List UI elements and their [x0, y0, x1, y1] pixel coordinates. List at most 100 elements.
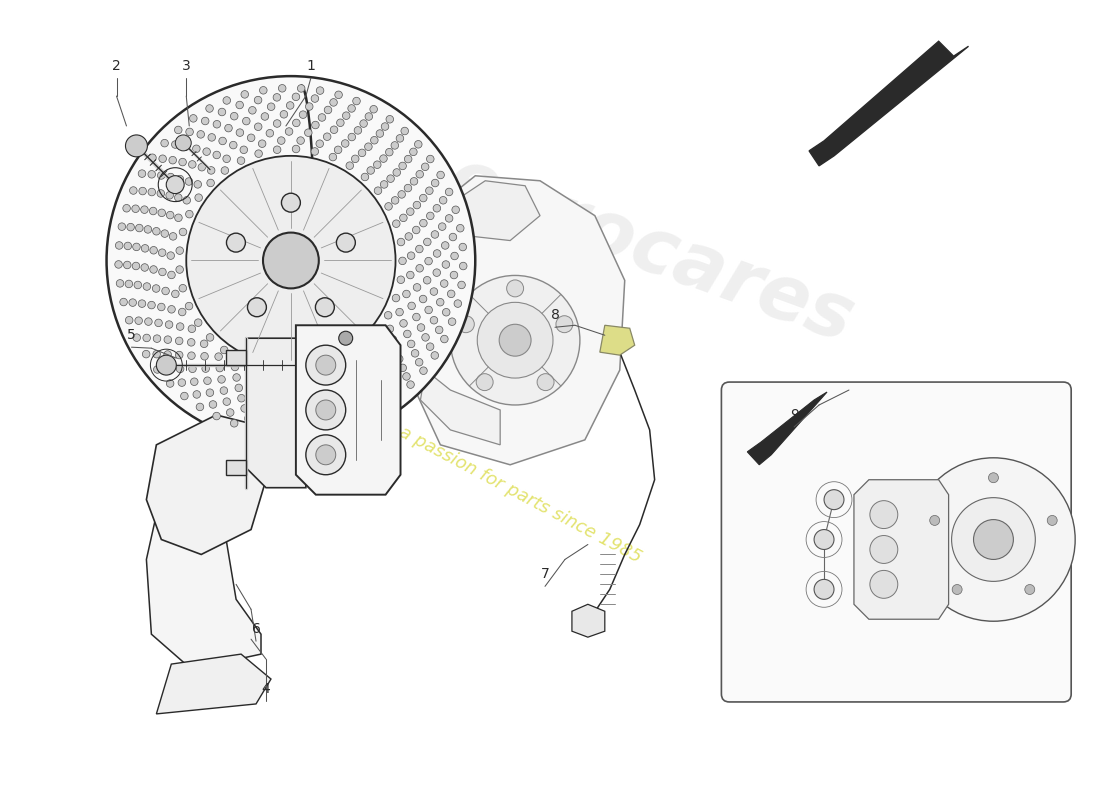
Circle shape [386, 115, 394, 123]
Circle shape [263, 233, 319, 288]
Circle shape [251, 381, 258, 388]
Circle shape [223, 155, 230, 162]
Circle shape [399, 162, 406, 170]
Circle shape [161, 139, 168, 147]
Circle shape [216, 364, 223, 372]
Circle shape [574, 607, 602, 635]
Circle shape [158, 155, 166, 162]
Circle shape [297, 85, 305, 92]
Circle shape [286, 429, 294, 437]
Circle shape [241, 90, 249, 98]
Circle shape [114, 261, 122, 268]
Circle shape [230, 113, 238, 120]
Circle shape [306, 435, 345, 474]
Circle shape [124, 242, 132, 250]
Circle shape [208, 166, 214, 174]
Text: 8: 8 [550, 308, 560, 322]
Text: 2: 2 [112, 59, 121, 73]
Circle shape [374, 161, 381, 169]
Circle shape [397, 238, 405, 246]
Circle shape [437, 171, 444, 178]
Circle shape [164, 350, 172, 358]
Text: a passion for parts since 1985: a passion for parts since 1985 [396, 423, 645, 566]
Circle shape [167, 252, 175, 259]
Circle shape [403, 373, 410, 380]
Circle shape [316, 298, 334, 317]
Circle shape [157, 190, 165, 198]
Circle shape [147, 302, 155, 309]
Circle shape [166, 211, 174, 219]
Circle shape [280, 110, 288, 118]
Circle shape [870, 501, 898, 529]
Circle shape [452, 206, 460, 214]
Circle shape [374, 327, 382, 334]
Circle shape [399, 364, 407, 372]
Circle shape [366, 380, 374, 387]
Circle shape [285, 128, 293, 135]
Circle shape [158, 268, 166, 276]
Circle shape [449, 318, 455, 326]
Circle shape [398, 257, 406, 265]
Text: 5: 5 [128, 328, 135, 342]
Circle shape [348, 105, 355, 112]
Circle shape [254, 123, 262, 130]
Circle shape [392, 197, 399, 204]
Circle shape [155, 319, 163, 326]
Circle shape [350, 389, 358, 397]
Circle shape [407, 252, 415, 259]
Circle shape [379, 155, 387, 162]
Circle shape [458, 316, 474, 333]
Circle shape [381, 181, 388, 188]
Circle shape [256, 400, 264, 407]
Circle shape [220, 346, 228, 354]
Circle shape [275, 402, 283, 410]
Circle shape [407, 381, 415, 388]
Circle shape [342, 420, 350, 427]
Circle shape [118, 223, 125, 230]
Circle shape [360, 353, 367, 361]
Circle shape [292, 368, 299, 376]
Circle shape [241, 405, 249, 412]
Circle shape [393, 294, 399, 302]
Circle shape [324, 425, 331, 433]
Circle shape [329, 361, 336, 368]
Circle shape [378, 359, 386, 367]
Circle shape [153, 335, 161, 342]
Circle shape [134, 282, 142, 289]
Circle shape [165, 366, 173, 373]
Circle shape [311, 122, 319, 129]
Circle shape [416, 170, 424, 178]
Circle shape [183, 142, 189, 150]
Circle shape [393, 169, 400, 176]
Circle shape [192, 145, 200, 153]
Circle shape [316, 140, 323, 147]
Circle shape [427, 343, 433, 350]
Polygon shape [227, 350, 246, 365]
Circle shape [433, 250, 441, 258]
Polygon shape [146, 415, 266, 554]
Polygon shape [227, 460, 246, 474]
Circle shape [273, 367, 280, 375]
Polygon shape [747, 392, 827, 465]
Circle shape [441, 242, 449, 250]
Circle shape [186, 210, 194, 218]
Circle shape [499, 324, 531, 356]
Circle shape [254, 96, 262, 104]
Circle shape [382, 122, 388, 130]
Circle shape [238, 394, 245, 402]
Circle shape [183, 197, 190, 204]
Circle shape [427, 155, 434, 163]
Polygon shape [156, 654, 271, 714]
Circle shape [454, 300, 462, 307]
Circle shape [393, 346, 399, 354]
Circle shape [172, 141, 179, 148]
Polygon shape [572, 604, 605, 637]
Circle shape [141, 245, 149, 252]
Circle shape [130, 186, 138, 194]
Circle shape [141, 264, 149, 271]
Circle shape [190, 378, 198, 386]
Circle shape [334, 91, 342, 98]
Circle shape [135, 224, 143, 232]
Circle shape [334, 146, 342, 154]
Circle shape [412, 226, 420, 234]
